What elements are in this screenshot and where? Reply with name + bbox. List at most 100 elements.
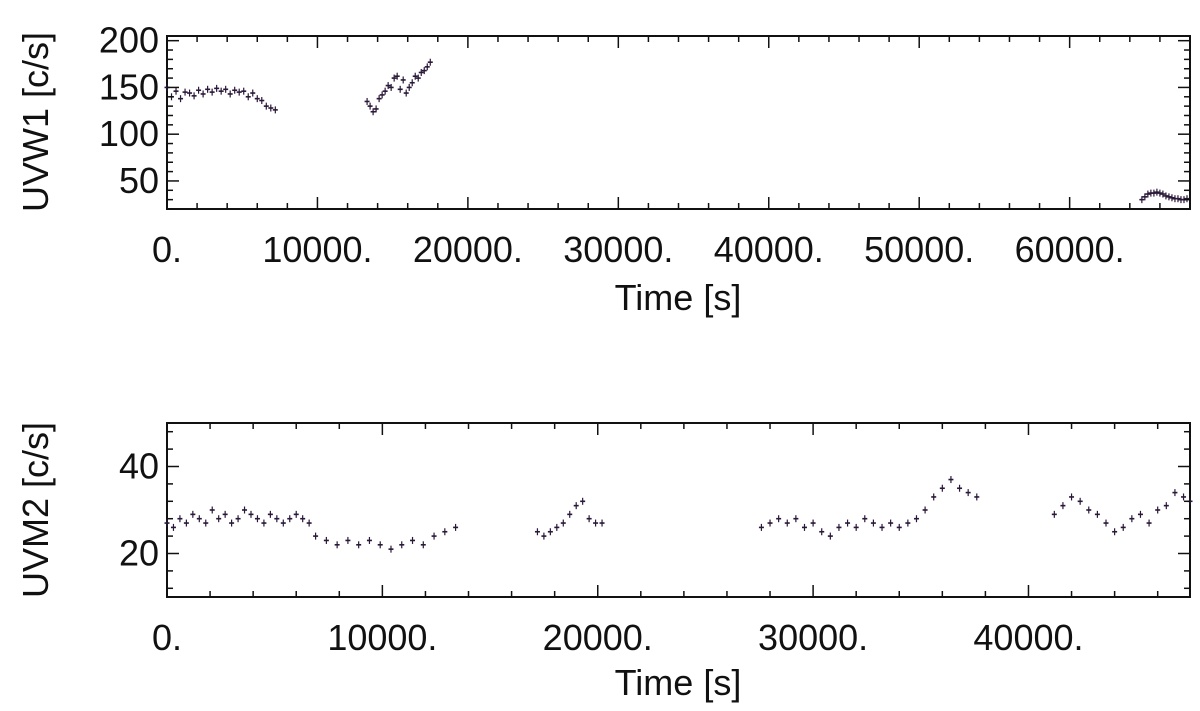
uvm2-data-point: [1077, 497, 1083, 505]
uvm2-data-point: [1137, 510, 1143, 518]
uvm2-data-point: [758, 523, 764, 531]
uvm2-data-point: [1129, 515, 1135, 523]
uvw1-data-point: [1160, 190, 1166, 198]
uvw1-x-tick-label: 0.: [152, 229, 182, 270]
uvm2-data-point: [377, 541, 383, 549]
uvm2-data-point: [170, 523, 176, 531]
uvm2-data-point: [306, 519, 312, 527]
uvm2-data-point: [229, 519, 235, 527]
uvm2-data-point: [366, 536, 372, 544]
uvm2-data-point: [420, 541, 426, 549]
uvw1-data-point: [1166, 193, 1172, 201]
uvm2-data-point: [580, 497, 586, 505]
uvm2-data-point: [965, 489, 971, 497]
uvm2-data-point: [560, 519, 566, 527]
uvm2-data-point: [254, 515, 260, 523]
uvm2-data-point: [1112, 528, 1118, 536]
uvw1-x-tick-label: 50000.: [864, 229, 974, 270]
uvw1-data-point: [1145, 190, 1151, 198]
uvw1-y-axis-title: UVW1 [c/s]: [15, 32, 56, 212]
uvw1-data-point: [385, 82, 391, 90]
uvw1-data-point: [205, 85, 211, 93]
uvw1-y-tick-label: 150: [99, 66, 159, 107]
uvm2-data-point: [534, 528, 540, 536]
uvm2-data-point: [810, 519, 816, 527]
uvm2-data-point: [399, 541, 405, 549]
uvw1-data-point: [370, 108, 376, 116]
uvw1-data-point: [196, 86, 202, 94]
uvw1-data-point: [245, 93, 251, 101]
uvm2-data-point: [776, 515, 782, 523]
uvm2-data-point: [593, 519, 599, 527]
uvw1-data-points: [164, 58, 1190, 204]
uvm2-data-point: [888, 519, 894, 527]
uvw1-data-point: [424, 63, 430, 71]
uvm2-x-tick-label: 40000.: [973, 617, 1083, 658]
uvm2-x-tick-label: 20000.: [543, 617, 653, 658]
uvw1-data-point: [379, 91, 385, 99]
uvm2-data-point: [235, 515, 241, 523]
uvm2-data-point: [334, 541, 340, 549]
uvw1-data-point: [1142, 193, 1148, 201]
uvw1-data-point: [241, 87, 247, 95]
uvm2-data-point: [345, 536, 351, 544]
uvm2-data-point: [931, 493, 937, 501]
uvm2-data-point: [1103, 519, 1109, 527]
uvw1-x-tick-label: 60000.: [1015, 229, 1125, 270]
uvm2-data-point: [554, 523, 560, 531]
uvm2-data-point: [793, 515, 799, 523]
uvm2-y-tick-label: 20: [119, 533, 159, 574]
uvm2-data-point: [356, 541, 362, 549]
uvw1-data-point: [421, 67, 427, 75]
uvm2-data-point: [164, 519, 170, 527]
uvm2-data-points: [164, 476, 1193, 553]
uvw1-data-point: [388, 83, 394, 91]
uvm2-data-point: [242, 506, 248, 514]
uvw1-data-point: [394, 72, 400, 80]
uvw1-data-point: [272, 106, 278, 114]
uvw1-x-tick-label: 10000.: [262, 229, 372, 270]
uvm2-y-tick-label: 40: [119, 446, 159, 487]
uvm2-data-point: [1060, 502, 1066, 510]
uvm2-data-point: [948, 476, 954, 484]
uvm2-plot-area: 0. 10000. 20000. 30000. 40000. 20 40: [119, 422, 1193, 658]
uvw1-data-point: [187, 89, 193, 97]
uvw1-data-point: [214, 84, 220, 92]
uvm2-data-point: [862, 515, 868, 523]
uvm2-data-point: [190, 510, 196, 518]
uvw1-data-point: [409, 79, 415, 87]
uvm2-data-point: [280, 519, 286, 527]
uvm2-data-point: [183, 519, 189, 527]
uvw1-data-point: [364, 97, 370, 105]
uvm2-axes-frame: [166, 422, 1191, 598]
uvm2-data-point: [203, 519, 209, 527]
uvw1-data-point: [1151, 189, 1157, 197]
uvm2-data-point: [1051, 510, 1057, 518]
uvm2-data-point: [1155, 506, 1161, 514]
uvw1-data-point: [406, 83, 412, 91]
uvw1-data-point: [191, 92, 197, 100]
uvm2-x-ticks: 0. 10000. 20000. 30000. 40000.: [152, 423, 1159, 658]
uvm2-data-point: [819, 528, 825, 536]
uvw1-data-point: [367, 102, 373, 110]
uvm2-data-point: [453, 523, 459, 531]
uvm2-data-point: [300, 515, 306, 523]
uvw1-data-point: [1139, 196, 1145, 204]
uvm2-data-point: [567, 510, 573, 518]
uvw1-data-point: [178, 95, 184, 103]
uvm2-data-point: [1086, 506, 1092, 514]
uvw1-data-point: [209, 88, 215, 96]
uvm2-data-point: [599, 519, 605, 527]
uvw1-data-point: [236, 88, 242, 96]
uvw1-y-tick-label: 50: [119, 160, 159, 201]
uvm2-data-point: [827, 532, 833, 540]
uvm2-data-point: [586, 515, 592, 523]
uvw1-data-point: [382, 87, 388, 95]
uvm2-data-point: [939, 484, 945, 492]
uvm2-data-point: [431, 532, 437, 540]
uvw1-plot-area: 0. 10000. 20000. 30000. 40000. 50000. 60000. 5…: [99, 20, 1191, 270]
uvw1-data-point: [397, 85, 403, 93]
uvw1-axes-frame: [166, 35, 1191, 210]
